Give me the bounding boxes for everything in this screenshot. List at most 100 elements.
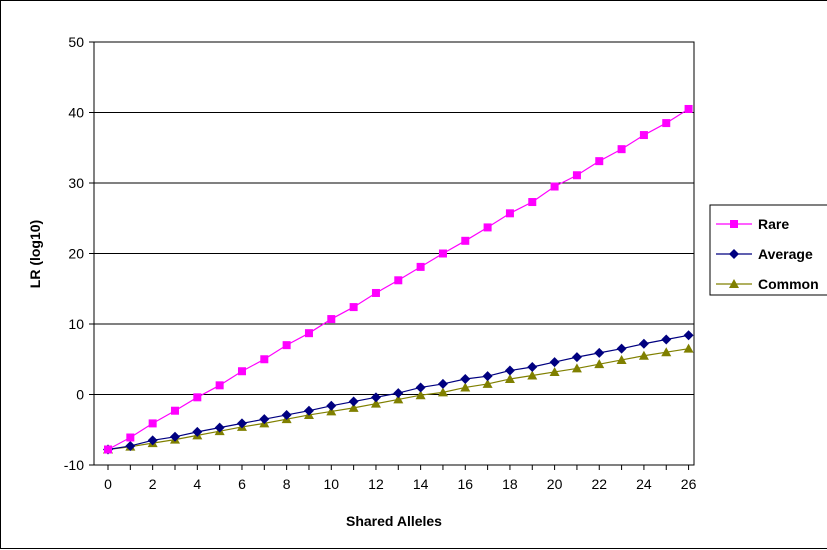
legend-marker-common: [729, 279, 739, 288]
x-tick-label: 22: [591, 476, 607, 492]
legend: Rare Average Common: [709, 204, 827, 296]
data-point-average: [549, 357, 560, 368]
data-point-common: [393, 394, 404, 404]
legend-label-average: Average: [758, 246, 813, 262]
data-point-average: [482, 371, 493, 382]
y-tick-label: -10: [64, 457, 84, 473]
data-point-average: [303, 405, 314, 416]
y-axis-label: LR (log10): [27, 220, 43, 288]
data-point-average: [594, 347, 605, 358]
legend-label-common: Common: [758, 276, 819, 292]
data-point-average: [259, 414, 270, 425]
data-point-rare: [215, 381, 224, 390]
data-point-average: [192, 426, 203, 437]
data-point-average: [460, 373, 471, 384]
x-tick-label: 2: [149, 476, 157, 492]
data-point-average: [281, 409, 292, 420]
x-tick-label: 26: [681, 476, 697, 492]
x-tick-label: 10: [324, 476, 340, 492]
x-tick-label: 4: [193, 476, 201, 492]
x-tick-label: 18: [502, 476, 518, 492]
data-point-rare: [304, 329, 313, 338]
data-point-rare: [505, 209, 514, 218]
data-point-common: [571, 363, 582, 373]
data-point-common: [370, 398, 381, 408]
x-axis: 0 2 4 6 8 10 12 14 16 18 20 22 24 26: [104, 465, 697, 492]
y-tick-label: 50: [68, 34, 84, 50]
x-tick-label: 8: [283, 476, 291, 492]
data-point-rare: [394, 276, 403, 285]
data-point-common: [460, 382, 471, 392]
data-point-average: [437, 378, 448, 389]
x-tick-label: 6: [238, 476, 246, 492]
data-point-average: [125, 440, 136, 451]
x-tick-label: 20: [547, 476, 563, 492]
data-point-common: [482, 378, 493, 388]
y-axis: 50 40 30 20 10 0 -10: [64, 34, 94, 473]
data-point-rare: [371, 288, 380, 297]
data-point-common: [504, 373, 515, 383]
data-point-average: [147, 435, 158, 446]
legend-box: [709, 204, 827, 296]
data-point-common: [415, 390, 426, 400]
data-point-rare: [193, 393, 202, 402]
data-point-rare: [349, 303, 358, 312]
legend-label-rare: Rare: [758, 216, 789, 232]
data-point-common: [683, 343, 694, 353]
data-point-average: [236, 418, 247, 429]
y-tick-label: 30: [68, 175, 84, 191]
data-point-rare: [617, 145, 626, 154]
x-tick-label: 24: [636, 476, 652, 492]
x-tick-label: 12: [368, 476, 384, 492]
data-point-average: [638, 338, 649, 349]
x-axis-label: Shared Alleles: [346, 513, 442, 529]
data-point-average: [415, 382, 426, 393]
data-point-rare: [684, 104, 693, 113]
data-point-rare: [595, 157, 604, 166]
data-point-average: [393, 388, 404, 399]
data-point-average: [527, 362, 538, 373]
data-point-rare: [104, 445, 112, 454]
data-point-average: [214, 422, 225, 433]
data-point-rare: [126, 433, 135, 442]
data-point-rare: [260, 355, 269, 364]
data-point-common: [616, 354, 627, 364]
x-tick-label: 0: [104, 476, 112, 492]
y-tick-label: 20: [68, 246, 84, 262]
data-point-rare: [170, 406, 179, 415]
y-tick-label: 0: [76, 387, 84, 403]
legend-marker-average: [729, 249, 739, 259]
data-point-rare: [639, 131, 648, 140]
data-point-rare: [282, 341, 291, 350]
x-tick-label: 14: [413, 476, 429, 492]
data-point-common: [594, 359, 605, 369]
data-point-rare: [528, 198, 537, 207]
data-point-rare: [327, 315, 336, 324]
data-point-rare: [550, 182, 559, 191]
data-point-common: [437, 387, 448, 397]
data-point-average: [661, 334, 672, 345]
data-point-rare: [662, 119, 671, 128]
x-tick-label: 16: [457, 476, 473, 492]
data-point-rare: [438, 249, 447, 258]
data-point-average: [370, 392, 381, 403]
y-tick-label: 10: [68, 316, 84, 332]
data-point-rare: [572, 171, 581, 180]
data-point-common: [348, 402, 359, 412]
data-point-common: [326, 406, 337, 416]
data-point-average: [169, 431, 180, 442]
data-point-common: [549, 366, 560, 376]
data-point-rare: [237, 367, 246, 376]
data-point-average: [571, 352, 582, 363]
data-point-rare: [483, 223, 492, 232]
data-point-rare: [461, 236, 470, 245]
legend-marker-rare: [730, 220, 738, 228]
data-point-rare: [416, 262, 425, 271]
data-point-average: [616, 343, 627, 354]
data-point-rare: [148, 419, 157, 428]
y-tick-label: 40: [68, 105, 84, 121]
data-point-average: [504, 365, 515, 376]
data-point-average: [348, 396, 359, 407]
data-point-average: [683, 330, 694, 341]
